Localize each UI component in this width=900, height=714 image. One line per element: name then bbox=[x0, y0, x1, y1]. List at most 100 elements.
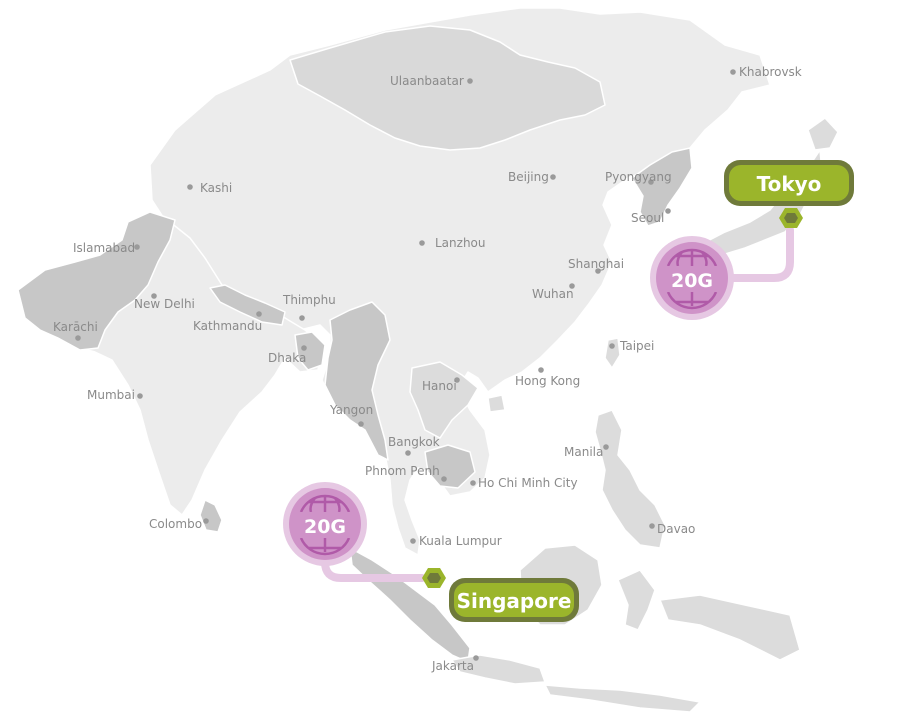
city-marker: Karāchi bbox=[53, 320, 98, 341]
city-dot bbox=[203, 518, 209, 524]
city-marker: Manila bbox=[564, 444, 609, 459]
city-label: Wuhan bbox=[532, 287, 574, 301]
city-label: Ho Chi Minh City bbox=[478, 476, 578, 490]
city-marker: Ho Chi Minh City bbox=[470, 476, 578, 490]
capacity-badge[interactable]: 20G bbox=[650, 236, 734, 320]
city-dot bbox=[137, 393, 143, 399]
city-marker: Wuhan bbox=[532, 283, 575, 301]
city-marker: Kashi bbox=[187, 181, 232, 195]
city-callout-label: Singapore bbox=[457, 589, 572, 613]
city-marker: Ulaanbaatar bbox=[390, 74, 473, 88]
city-marker: Taipei bbox=[609, 339, 654, 353]
city-label: Thimphu bbox=[282, 293, 336, 307]
city-marker: New Delhi bbox=[134, 293, 195, 311]
land-hokkaido bbox=[807, 117, 839, 151]
land-myanmar bbox=[324, 301, 391, 461]
land-mongolia bbox=[289, 25, 606, 151]
city-marker: Lanzhou bbox=[419, 236, 486, 250]
land-east-islands bbox=[659, 594, 801, 661]
land-sulawesi bbox=[617, 569, 656, 631]
city-marker: Kathmandu bbox=[193, 311, 262, 333]
city-label: Phnom Penh bbox=[365, 464, 440, 478]
city-marker: Shanghai bbox=[568, 257, 624, 274]
city-dot bbox=[595, 268, 601, 274]
city-label: Kuala Lumpur bbox=[419, 534, 502, 548]
city-label: Kashi bbox=[200, 181, 232, 195]
city-dot bbox=[473, 655, 479, 661]
city-marker: Islamabad bbox=[73, 241, 140, 255]
city-label: Khabrovsk bbox=[739, 65, 802, 79]
city-dot bbox=[441, 476, 447, 482]
capacity-label: 20G bbox=[304, 516, 346, 538]
globe-icon bbox=[299, 494, 351, 556]
city-dot bbox=[648, 179, 654, 185]
city-label: Beijing bbox=[508, 170, 549, 184]
capacity-label: 20G bbox=[671, 270, 713, 292]
city-dot bbox=[299, 315, 305, 321]
city-dot bbox=[134, 244, 140, 250]
city-dot bbox=[538, 367, 544, 373]
city-label: Manila bbox=[564, 445, 603, 459]
hexagon-icon[interactable] bbox=[779, 208, 803, 228]
city-label: Islamabad bbox=[73, 241, 135, 255]
city-layer: Ulaanbaatar Khabrovsk Kashi Beijing Pyongyan… bbox=[53, 65, 802, 673]
city-dot bbox=[187, 184, 193, 190]
city-label: New Delhi bbox=[134, 297, 195, 311]
city-dot bbox=[151, 293, 157, 299]
city-callout-label: Tokyo bbox=[757, 172, 822, 196]
city-dot bbox=[454, 377, 460, 383]
route-tokyo: 20G Tokyo bbox=[650, 160, 854, 320]
city-marker: Phnom Penh bbox=[365, 464, 447, 482]
city-marker: Bangkok bbox=[388, 435, 440, 456]
land-nepal bbox=[209, 284, 286, 326]
city-marker: Jakarta bbox=[431, 655, 479, 673]
city-label: Bangkok bbox=[388, 435, 440, 449]
city-dot bbox=[550, 174, 556, 180]
city-marker: Hanoi bbox=[422, 377, 460, 393]
route-connector bbox=[722, 226, 794, 282]
city-callout-tokyo[interactable]: Tokyo bbox=[724, 160, 854, 206]
city-dot bbox=[301, 345, 307, 351]
city-marker: Beijing bbox=[508, 170, 556, 184]
land-java bbox=[451, 654, 546, 685]
city-callout-singapore[interactable]: Singapore bbox=[449, 578, 579, 622]
land-korea bbox=[631, 147, 693, 227]
city-dot bbox=[470, 480, 476, 486]
land-bangladesh bbox=[294, 331, 326, 371]
city-label: Hong Kong bbox=[515, 374, 580, 388]
city-dot bbox=[665, 208, 671, 214]
city-dot bbox=[75, 335, 81, 341]
city-dot bbox=[603, 444, 609, 450]
land-philippines bbox=[594, 409, 666, 549]
city-label: Hanoi bbox=[422, 379, 457, 393]
city-dot bbox=[358, 421, 364, 427]
city-dot bbox=[467, 78, 473, 84]
capacity-badge[interactable]: 20G bbox=[283, 482, 367, 566]
city-marker: Thimphu bbox=[282, 293, 336, 321]
city-dot bbox=[730, 69, 736, 75]
city-dot bbox=[569, 283, 575, 289]
land-laos bbox=[409, 361, 479, 439]
land-layer bbox=[17, 7, 839, 713]
city-label: Davao bbox=[657, 522, 695, 536]
city-marker: Davao bbox=[649, 522, 695, 536]
city-dot bbox=[609, 343, 615, 349]
city-label: Seoul bbox=[631, 211, 664, 225]
city-label: Taipei bbox=[619, 339, 654, 353]
city-marker: Yangon bbox=[329, 403, 373, 427]
land-srilanka bbox=[199, 499, 223, 533]
city-dot bbox=[419, 240, 425, 246]
hexagon-icon[interactable] bbox=[422, 568, 446, 588]
city-label: Karāchi bbox=[53, 320, 98, 334]
city-label: Dhaka bbox=[268, 351, 306, 365]
city-dot bbox=[649, 523, 655, 529]
city-label: Ulaanbaatar bbox=[390, 74, 464, 88]
city-dot bbox=[405, 450, 411, 456]
globe-icon bbox=[666, 248, 718, 310]
city-label: Pyongyang bbox=[605, 170, 672, 184]
city-marker: Pyongyang bbox=[605, 170, 672, 185]
city-marker: Seoul bbox=[631, 208, 671, 225]
land-hainan bbox=[487, 394, 506, 413]
